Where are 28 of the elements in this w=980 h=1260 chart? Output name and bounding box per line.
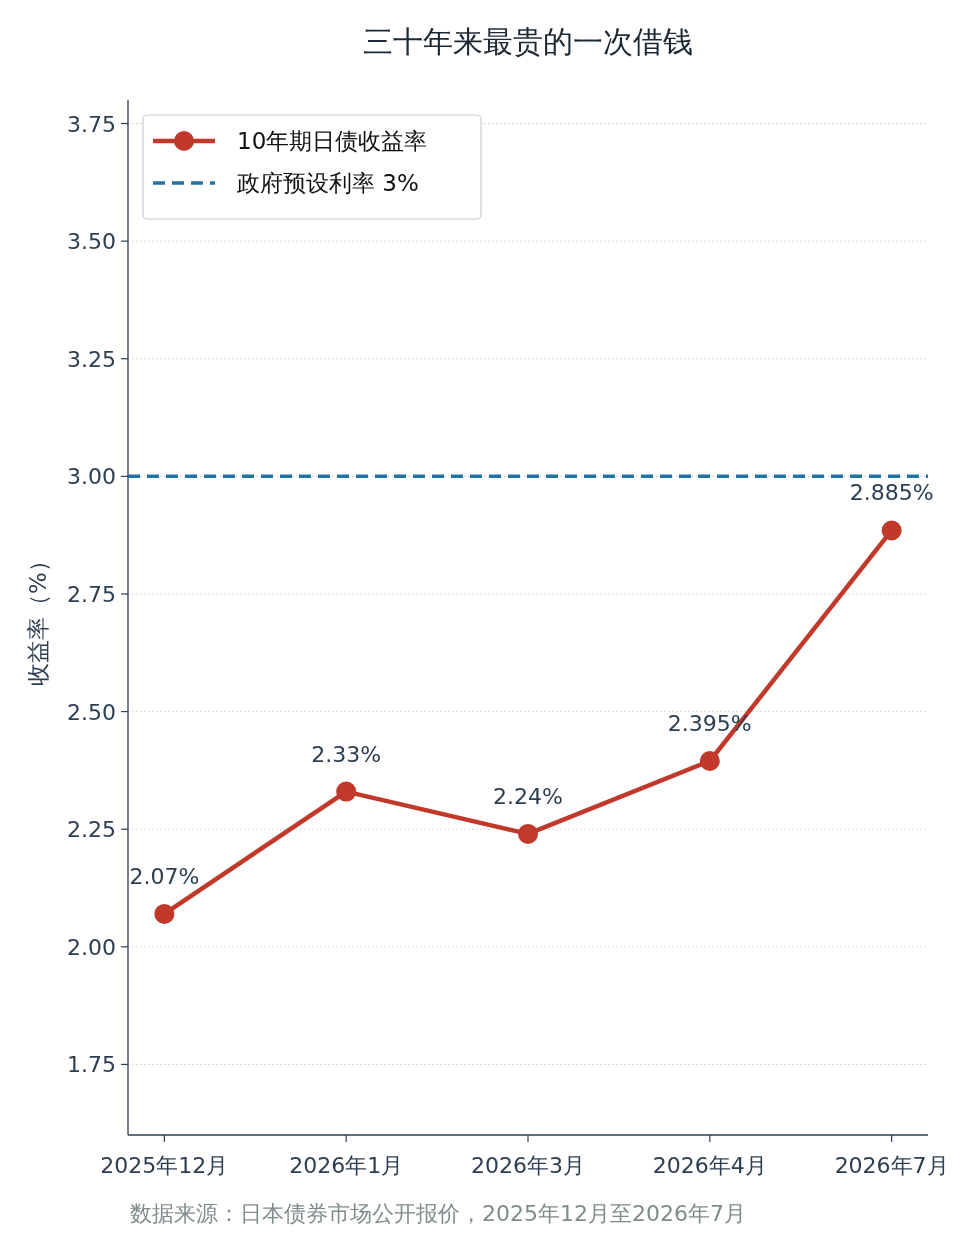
y-tick-label: 3.00 (67, 464, 116, 490)
source-note: 数据来源：日本债券市场公开报价，2025年12月至2026年7月 (130, 1201, 746, 1226)
chart-title: 三十年来最贵的一次借钱 (363, 24, 693, 59)
data-label: 2.885% (849, 480, 934, 506)
x-tick-label: 2025年12月 (100, 1153, 229, 1178)
y-tick-label: 2.25 (67, 817, 116, 843)
x-tick-label: 2026年3月 (471, 1153, 585, 1178)
point (154, 903, 175, 924)
y-axis-title: 收益率（%） (25, 549, 51, 686)
point (699, 750, 720, 771)
point (881, 520, 902, 541)
x-tick-label: 2026年4月 (652, 1153, 767, 1178)
point (336, 781, 357, 802)
y-tick-label: 2.50 (67, 699, 116, 725)
data-label: 2.33% (311, 741, 382, 767)
legend-label: 10年期日债收益率 (237, 128, 428, 154)
y-tick-label: 1.75 (67, 1052, 116, 1078)
y-tick-label: 2.00 (67, 934, 116, 960)
y-tick-label: 3.50 (67, 229, 116, 255)
legend-label: 政府预设利率 3% (237, 170, 419, 196)
y-tick-label: 3.25 (67, 346, 116, 372)
point (518, 823, 538, 844)
data-label: 2.24% (493, 783, 563, 809)
x-tick-label: 2026年7月 (834, 1153, 949, 1178)
y-tick-label: 2.75 (67, 581, 116, 607)
data-label: 2.07% (129, 863, 200, 889)
y-tick-label: 3.75 (67, 111, 116, 137)
x-tick-label: 2026年1月 (289, 1153, 404, 1178)
